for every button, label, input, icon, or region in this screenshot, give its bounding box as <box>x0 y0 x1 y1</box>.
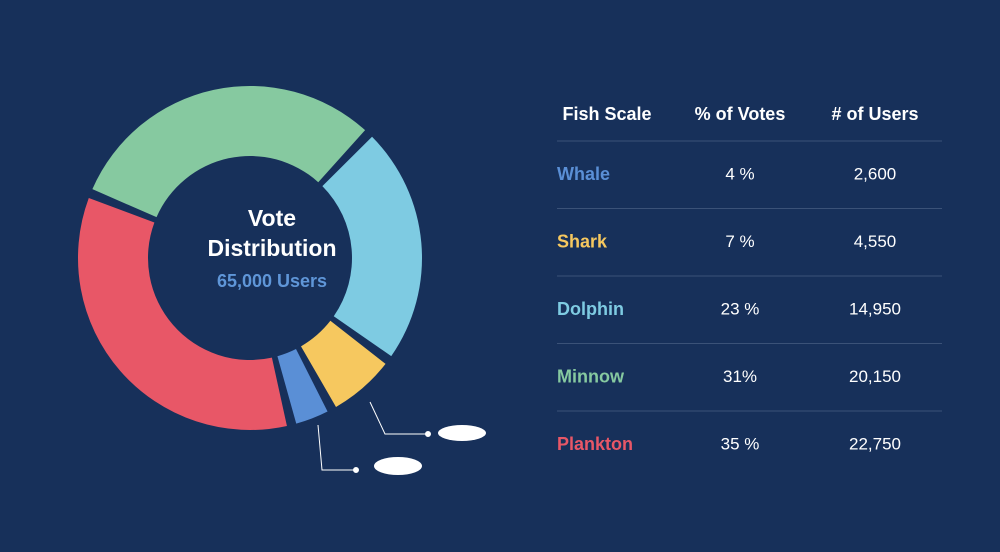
chart-title-line: Vote Distribution <box>207 205 336 261</box>
fish-name: Minnow <box>557 366 625 386</box>
whale-icon <box>374 457 422 475</box>
donut-segment <box>92 86 366 218</box>
shark-leader <box>369 401 428 435</box>
fish-name: Shark <box>557 231 608 251</box>
donut-segment <box>77 198 287 430</box>
vote-percent: 35 % <box>721 434 760 453</box>
donut-segment <box>277 349 328 424</box>
leader-lines <box>317 401 431 473</box>
table-header: # of Users <box>831 104 918 124</box>
fish-name: Plankton <box>557 434 633 454</box>
user-count: 4,550 <box>854 232 897 251</box>
leader-dot <box>425 431 431 437</box>
user-count: 14,950 <box>849 299 901 318</box>
fish-name: Whale <box>557 164 610 184</box>
table-header: % of Votes <box>695 104 786 124</box>
donut-segment <box>301 320 386 407</box>
chart-subtitle: 65,000 Users <box>217 271 327 291</box>
user-count: 2,600 <box>854 164 897 183</box>
vote-percent: 4 % <box>725 164 754 183</box>
shark-icon <box>438 425 486 441</box>
donut-segment <box>322 136 422 357</box>
whale-leader <box>317 424 356 471</box>
vote-percent: 23 % <box>721 299 760 318</box>
vote-percent: 7 % <box>725 232 754 251</box>
leader-dot <box>353 467 359 473</box>
fish-name: Dolphin <box>557 299 624 319</box>
user-count: 20,150 <box>849 367 901 386</box>
table-header: Fish Scale <box>562 104 651 124</box>
user-count: 22,750 <box>849 434 901 453</box>
vote-percent: 31% <box>723 367 757 386</box>
